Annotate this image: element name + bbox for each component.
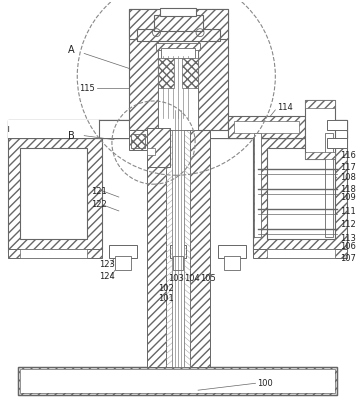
Text: 114: 114 xyxy=(277,103,293,112)
Text: 102: 102 xyxy=(159,284,174,293)
Bar xyxy=(228,116,305,138)
Bar xyxy=(305,100,335,160)
Bar xyxy=(305,100,335,108)
Text: 124: 124 xyxy=(99,272,115,281)
Text: 116: 116 xyxy=(340,151,355,160)
Bar xyxy=(146,148,155,155)
Bar xyxy=(305,151,335,160)
Bar xyxy=(173,256,183,270)
Bar xyxy=(325,133,333,237)
Bar xyxy=(131,133,145,148)
Bar xyxy=(159,39,198,130)
Text: 104: 104 xyxy=(184,274,200,283)
Text: 111: 111 xyxy=(340,208,355,217)
Bar xyxy=(170,245,186,258)
Bar xyxy=(253,133,261,237)
Bar xyxy=(327,120,347,130)
Bar xyxy=(129,9,159,130)
Text: 109: 109 xyxy=(340,193,355,201)
Bar xyxy=(327,138,347,148)
Bar xyxy=(8,120,347,138)
Bar xyxy=(18,368,337,395)
Bar xyxy=(129,9,228,39)
Text: 115: 115 xyxy=(79,83,95,93)
Text: 113: 113 xyxy=(340,234,355,243)
Text: 123: 123 xyxy=(99,260,115,269)
Text: 121: 121 xyxy=(91,187,107,196)
Text: 100: 100 xyxy=(257,379,273,388)
Bar xyxy=(156,43,200,50)
Bar xyxy=(129,130,168,149)
Text: 107: 107 xyxy=(340,254,355,263)
Text: 117: 117 xyxy=(340,163,355,172)
Bar xyxy=(190,130,210,368)
Text: 105: 105 xyxy=(200,274,216,283)
Bar xyxy=(267,148,335,239)
Bar xyxy=(146,130,166,368)
Bar xyxy=(8,249,102,258)
Bar xyxy=(198,9,228,130)
Bar xyxy=(218,245,246,258)
Bar xyxy=(224,256,240,270)
Text: 122: 122 xyxy=(91,201,107,210)
Bar xyxy=(8,132,347,138)
Bar xyxy=(154,15,203,31)
Bar xyxy=(160,8,196,16)
Bar xyxy=(109,245,137,258)
Text: 118: 118 xyxy=(340,185,355,194)
Text: 103: 103 xyxy=(168,274,184,283)
Bar xyxy=(172,110,184,368)
Bar xyxy=(8,135,102,252)
Bar xyxy=(159,58,174,88)
Bar xyxy=(115,256,131,270)
Bar xyxy=(20,148,87,239)
Bar xyxy=(18,368,337,395)
Text: 112: 112 xyxy=(340,220,355,229)
Bar xyxy=(234,121,299,133)
Bar xyxy=(137,28,220,41)
Text: 106: 106 xyxy=(340,242,355,251)
Bar xyxy=(166,130,190,368)
Bar xyxy=(252,135,347,252)
Text: A: A xyxy=(68,46,74,55)
Bar xyxy=(20,249,87,258)
Bar xyxy=(161,48,195,58)
Text: B: B xyxy=(68,131,75,141)
Bar xyxy=(182,58,198,88)
Bar xyxy=(20,370,335,393)
Bar xyxy=(267,249,335,258)
Bar xyxy=(252,249,347,258)
Bar xyxy=(8,120,347,126)
Bar xyxy=(20,370,335,393)
Text: 101: 101 xyxy=(159,293,174,302)
Text: 108: 108 xyxy=(340,173,355,182)
Bar xyxy=(146,128,170,167)
